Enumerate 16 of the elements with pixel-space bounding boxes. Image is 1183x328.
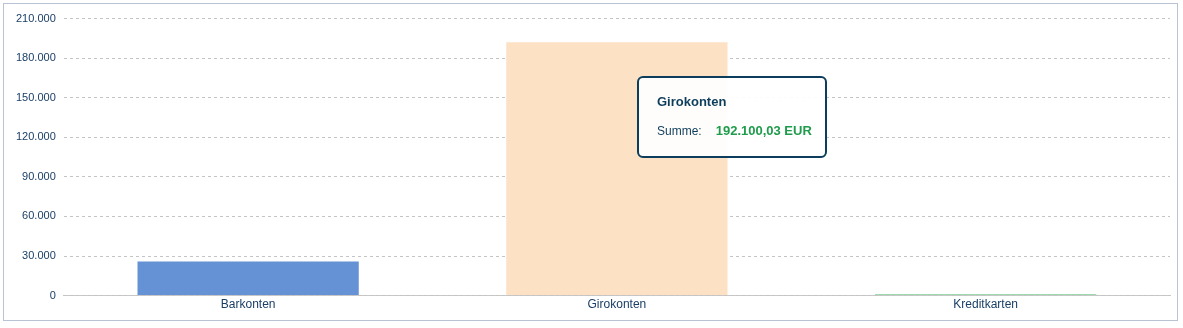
x-tick-label: Barkonten — [220, 297, 276, 312]
y-tick-label: 150.000 — [16, 90, 56, 103]
y-tick-label: 0 — [49, 288, 56, 301]
y-tick-label: 210.000 — [16, 11, 56, 24]
bar — [137, 261, 359, 296]
x-tick-label: Girokonten — [587, 297, 647, 312]
y-tick-label: 120.000 — [16, 130, 56, 143]
x-tick-label: Kreditkarten — [953, 297, 1018, 312]
y-tick-label: 30.000 — [22, 249, 56, 262]
tooltip-box: Girokonten Summe: 192.100,03 EUR — [637, 76, 827, 158]
annotation: Girokonten — [657, 94, 728, 109]
y-tick-label: 90.000 — [22, 169, 56, 182]
annotation: Summe: — [657, 124, 702, 138]
y-tick-label: 60.000 — [22, 209, 56, 222]
annotation: 192.100,03 EUR — [715, 123, 812, 138]
y-tick-label: 180.000 — [16, 51, 56, 64]
